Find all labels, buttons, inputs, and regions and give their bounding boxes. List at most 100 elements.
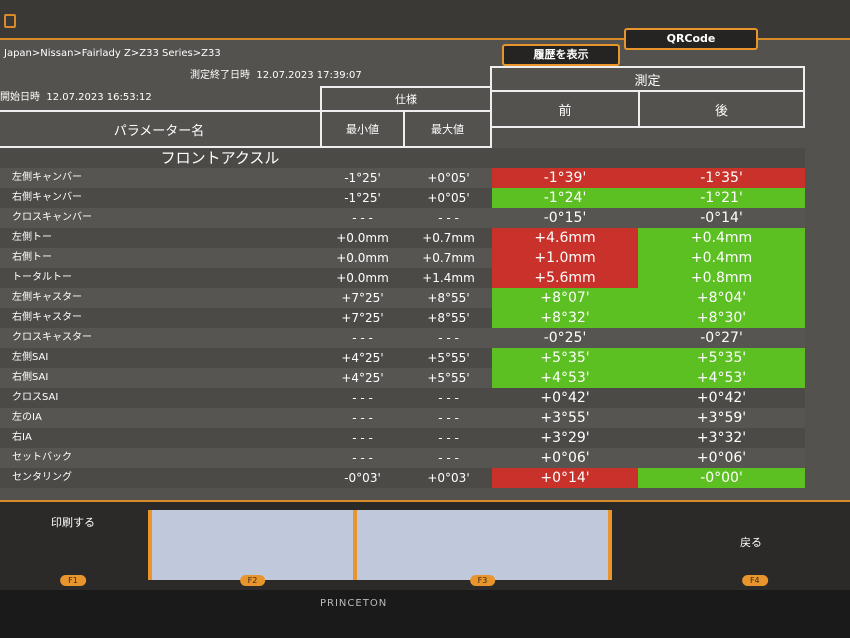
min-value: - - -	[352, 411, 373, 425]
start-value: 12.07.2023 16:53:12	[46, 92, 152, 103]
min-value: -0°03'	[344, 471, 381, 485]
min-value: +0.0mm	[336, 271, 389, 285]
after-value: +0.8mm	[638, 268, 805, 288]
max-value: - - -	[438, 451, 459, 465]
param-name: セットバック	[12, 452, 72, 463]
history-button[interactable]: 履歴を表示	[502, 44, 620, 66]
start-label: 開始日時	[0, 92, 40, 103]
before-value: -0°15'	[543, 210, 587, 226]
max-value: +0.7mm	[422, 251, 475, 265]
start-time: 開始日時 12.07.2023 16:53:12	[0, 92, 152, 104]
function-key-bar: 印刷する F1 F2 F3 戻る F4	[0, 500, 850, 590]
min-header: 最小値	[320, 110, 405, 148]
before-value: +0°42'	[540, 390, 590, 406]
table-row: 左側トー +0.0mm +0.7mm +4.6mm +0.4mm	[0, 228, 805, 248]
f2-key: F2	[239, 575, 266, 586]
table-row: 右側キャスター +7°25' +8°55' +8°32' +8°30'	[0, 308, 805, 328]
after-value: +0.4mm	[638, 228, 805, 248]
after-value: -0°27'	[700, 330, 743, 346]
section-title: フロントアクスル	[160, 149, 280, 167]
spec-header: 仕様	[320, 86, 492, 112]
param-name: 左側SAI	[12, 352, 49, 363]
results-table: フロントアクスル 左側キャンバー -1°25' +0°05' -1°39' -1°35'…	[0, 148, 805, 488]
after-value: +3°32'	[696, 430, 747, 446]
f4-back-button[interactable]: 戻る F4	[610, 510, 850, 586]
param-name: 左側トー	[12, 232, 52, 243]
min-value: - - -	[352, 391, 373, 405]
before-header: 前	[490, 90, 640, 128]
min-value: +7°25'	[341, 311, 384, 325]
end-value: 12.07.2023 17:39:07	[256, 70, 362, 81]
before-value: +8°07'	[492, 288, 638, 308]
f3-key: F3	[469, 575, 496, 586]
table-row: 左側SAI +4°25' +5°55' +5°35' +5°35'	[0, 348, 805, 368]
param-name: 左側キャンバー	[12, 172, 82, 183]
title-bar	[0, 0, 850, 40]
f4-label: 戻る	[740, 536, 762, 549]
max-value: - - -	[438, 331, 459, 345]
after-value: +0°42'	[696, 390, 747, 406]
before-value: +1.0mm	[492, 248, 638, 268]
f4-key: F4	[741, 575, 768, 586]
min-value: - - -	[352, 431, 373, 445]
max-value: +0°03'	[427, 471, 470, 485]
table-row: クロスキャスター - - - - - - -0°25' -0°27'	[0, 328, 805, 348]
after-value: +8°04'	[638, 288, 805, 308]
before-value: +5.6mm	[492, 268, 638, 288]
min-value: +0.0mm	[336, 231, 389, 245]
measure-header: 測定	[490, 66, 805, 92]
after-value: +0°06'	[696, 450, 747, 466]
max-value: - - -	[438, 431, 459, 445]
after-value: +5°35'	[638, 348, 805, 368]
before-value: -0°25'	[543, 330, 587, 346]
max-value: - - -	[438, 411, 459, 425]
table-row: センタリング -0°03' +0°03' +0°14' -0°00'	[0, 468, 805, 488]
f2-button[interactable]: F2	[150, 510, 355, 586]
max-value: +1.4mm	[422, 271, 475, 285]
end-label: 測定終了日時	[190, 70, 250, 81]
after-value: +0.4mm	[638, 248, 805, 268]
after-header: 後	[638, 90, 805, 128]
before-value: +4.6mm	[492, 228, 638, 248]
param-name: クロスSAI	[12, 392, 59, 403]
param-name: トータルトー	[12, 272, 72, 283]
after-value: +4°53'	[638, 368, 805, 388]
before-value: +3°29'	[540, 430, 590, 446]
max-value: +8°55'	[427, 311, 470, 325]
app-icon[interactable]	[4, 14, 16, 28]
param-header: パラメーター名	[0, 110, 322, 148]
max-header: 最大値	[403, 110, 492, 148]
table-row: 左側キャンバー -1°25' +0°05' -1°39' -1°35'	[0, 168, 805, 188]
before-value: +3°55'	[540, 410, 590, 426]
qrcode-button[interactable]: QRCode	[624, 28, 758, 50]
breadcrumb: Japan>Nissan>Fairlady Z>Z33 Series>Z33	[4, 48, 221, 59]
max-value: - - -	[438, 211, 459, 225]
table-row: トータルトー +0.0mm +1.4mm +5.6mm +0.8mm	[0, 268, 805, 288]
before-value: -1°39'	[492, 168, 638, 188]
max-value: +0.7mm	[422, 231, 475, 245]
before-value: -1°24'	[492, 188, 638, 208]
before-value: +8°32'	[492, 308, 638, 328]
table-row: 右側トー +0.0mm +0.7mm +1.0mm +0.4mm	[0, 248, 805, 268]
param-name: 左側キャスター	[12, 292, 82, 303]
param-name: 右側キャスター	[12, 312, 82, 323]
after-value: -0°00'	[638, 468, 805, 488]
param-name: 右側トー	[12, 252, 52, 263]
param-name: 右側キャンバー	[12, 192, 82, 203]
max-value: +0°05'	[427, 191, 470, 205]
monitor-brand: PRINCETON	[320, 598, 388, 609]
param-name: 右IA	[12, 432, 32, 443]
table-row: クロスSAI - - - - - - +0°42' +0°42'	[0, 388, 805, 408]
max-value: +0°05'	[427, 171, 470, 185]
end-time: 測定終了日時 12.07.2023 17:39:07	[190, 70, 362, 82]
before-value: +0°14'	[492, 468, 638, 488]
f1-label: 印刷する	[51, 516, 95, 529]
f1-print-button[interactable]: 印刷する F1	[0, 510, 150, 586]
param-name: 右側SAI	[12, 372, 49, 383]
table-row: 右IA - - - - - - +3°29' +3°32'	[0, 428, 805, 448]
table-row: セットバック - - - - - - +0°06' +0°06'	[0, 448, 805, 468]
f3-button[interactable]: F3	[355, 510, 610, 586]
alignment-screen: Japan>Nissan>Fairlady Z>Z33 Series>Z33 開…	[0, 0, 850, 590]
min-value: +4°25'	[341, 371, 384, 385]
before-value: +0°06'	[540, 450, 590, 466]
